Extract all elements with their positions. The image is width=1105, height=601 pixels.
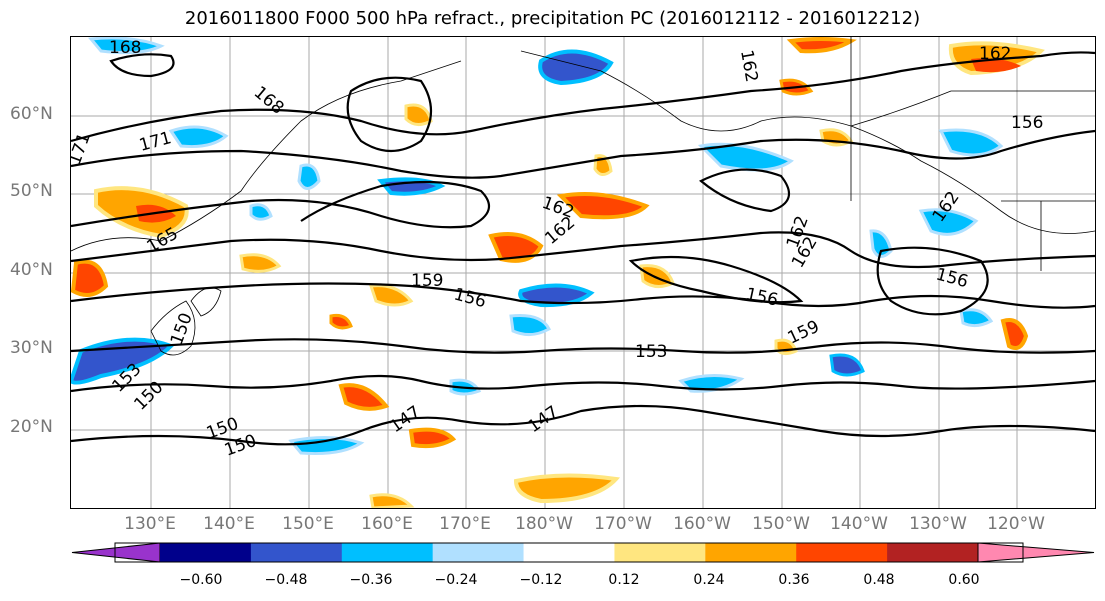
contour-label: 156 bbox=[1011, 113, 1043, 133]
lon-label-170e: 170°E bbox=[439, 514, 491, 534]
contour-label: 159 bbox=[411, 271, 443, 291]
map-canvas: 168 162 162 168 171 171 165 162 162 162 … bbox=[71, 37, 1095, 508]
colorbar-segment bbox=[523, 543, 615, 562]
lon-label-160w: 160°W bbox=[673, 514, 731, 534]
lon-label-140w: 140°W bbox=[830, 514, 888, 534]
contour-label: 168 bbox=[109, 38, 141, 58]
positive-anomaly-patches bbox=[71, 37, 1045, 508]
colorbar-tick: 0.36 bbox=[778, 572, 810, 588]
lon-label-150e: 150°E bbox=[282, 514, 334, 534]
colorbar-tick: 0.48 bbox=[863, 572, 895, 588]
contour-label: 168 bbox=[250, 83, 288, 119]
contour-label: 159 bbox=[785, 317, 823, 349]
colorbar bbox=[71, 542, 1095, 563]
refractivity-contours bbox=[71, 51, 1095, 446]
colorbar-segment bbox=[250, 543, 343, 562]
colorbar-extend-max bbox=[977, 542, 1095, 563]
colorbar-tick: −0.24 bbox=[434, 572, 478, 588]
coastlines bbox=[71, 37, 1095, 356]
lon-label-140e: 140°E bbox=[203, 514, 255, 534]
colorbar-segment bbox=[887, 543, 979, 562]
lon-label-150w: 150°W bbox=[752, 514, 810, 534]
contour-label: 162 bbox=[736, 48, 761, 83]
lat-label-30n: 30°N bbox=[10, 338, 53, 358]
lon-label-130e: 130°E bbox=[124, 514, 176, 534]
lon-label-130w: 130°W bbox=[909, 514, 967, 534]
contour-label: 153 bbox=[635, 342, 667, 362]
map-title: 2016011800 F000 500 hPa refract., precip… bbox=[184, 8, 921, 29]
contour-label: 171 bbox=[137, 128, 174, 156]
lon-label-160e: 160°E bbox=[361, 514, 413, 534]
lon-label-180w: 180°W bbox=[515, 514, 573, 534]
colorbar-tick: −0.36 bbox=[349, 572, 393, 588]
colorbar-segments bbox=[71, 542, 1095, 563]
contour-label: 156 bbox=[744, 284, 780, 310]
colorbar-segment bbox=[796, 543, 888, 562]
contour-labels: 168 162 162 168 171 171 165 162 162 162 … bbox=[71, 38, 1043, 461]
colorbar-extend-min bbox=[71, 542, 161, 563]
colorbar-segment bbox=[432, 543, 525, 562]
map-panel[interactable]: 168 162 162 168 171 171 165 162 162 162 … bbox=[70, 36, 1096, 509]
contour-label: 162 bbox=[541, 213, 579, 249]
colorbar-segment bbox=[705, 543, 797, 562]
colorbar-tick: −0.48 bbox=[264, 572, 308, 588]
lat-label-60n: 60°N bbox=[10, 104, 53, 124]
colorbar-tick: −0.12 bbox=[519, 572, 563, 588]
colorbar-segment bbox=[160, 543, 252, 562]
colorbar-segment bbox=[614, 543, 706, 562]
lat-label-40n: 40°N bbox=[10, 260, 53, 280]
lon-label-120w: 120°W bbox=[987, 514, 1045, 534]
colorbar-tick: 0.24 bbox=[693, 572, 725, 588]
lat-label-50n: 50°N bbox=[10, 181, 53, 201]
contour-label: 147 bbox=[524, 402, 562, 437]
contour-label: 156 bbox=[452, 285, 489, 313]
lat-label-20n: 20°N bbox=[10, 417, 53, 437]
contour-label: 162 bbox=[979, 44, 1011, 64]
colorbar-tick: 0.60 bbox=[948, 572, 980, 588]
lon-label-170w: 170°W bbox=[594, 514, 652, 534]
colorbar-tick: 0.12 bbox=[608, 572, 640, 588]
colorbar-segment bbox=[341, 543, 434, 562]
colorbar-tick: −0.60 bbox=[179, 572, 223, 588]
